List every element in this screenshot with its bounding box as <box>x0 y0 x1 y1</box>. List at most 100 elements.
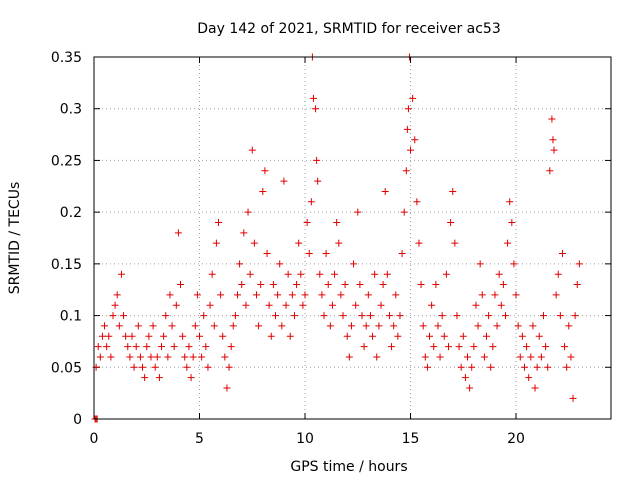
x-tick-label: 15 <box>402 431 420 447</box>
data-point <box>381 187 389 195</box>
data-point <box>501 312 509 320</box>
y-axis-title: SRMTID / TECUs <box>7 182 23 295</box>
data-point <box>571 312 579 320</box>
data-point <box>523 343 531 351</box>
data-point <box>398 250 406 258</box>
data-point <box>434 322 442 330</box>
data-point <box>219 332 227 340</box>
data-point <box>198 353 206 361</box>
y-tick-label: 0.15 <box>51 257 82 273</box>
data-point <box>419 322 427 330</box>
data-point <box>255 322 263 330</box>
data-point <box>166 291 174 299</box>
data-point <box>113 291 121 299</box>
data-point <box>276 260 284 268</box>
data-point <box>407 146 415 154</box>
data-point <box>282 301 290 309</box>
data-point <box>485 312 493 320</box>
data-point <box>497 301 505 309</box>
data-point <box>388 343 396 351</box>
data-point <box>548 115 556 123</box>
data-point <box>248 146 256 154</box>
data-point <box>411 136 419 144</box>
data-point <box>134 322 142 330</box>
data-point <box>130 363 138 371</box>
data-point <box>369 332 377 340</box>
data-point <box>563 363 571 371</box>
data-point <box>404 105 412 113</box>
data-point <box>466 384 474 392</box>
data-point <box>225 363 233 371</box>
data-point <box>472 301 480 309</box>
data-point <box>447 218 455 226</box>
data-point <box>179 332 187 340</box>
data-point <box>377 301 385 309</box>
data-point <box>390 322 398 330</box>
data-point <box>364 291 372 299</box>
data-point <box>394 332 402 340</box>
data-point <box>250 239 258 247</box>
data-point <box>569 394 577 402</box>
data-point <box>107 353 115 361</box>
data-point <box>453 312 461 320</box>
data-point <box>493 322 501 330</box>
data-point <box>352 301 360 309</box>
data-point <box>122 332 130 340</box>
data-point <box>478 291 486 299</box>
data-point <box>476 260 484 268</box>
data-point <box>474 322 482 330</box>
data-point <box>215 218 223 226</box>
data-point <box>438 312 446 320</box>
data-point <box>98 332 106 340</box>
data-point <box>333 218 341 226</box>
data-point <box>303 218 311 226</box>
data-point <box>373 353 381 361</box>
data-point <box>117 270 125 278</box>
data-point <box>400 208 408 216</box>
data-point <box>124 343 132 351</box>
data-point <box>177 281 185 289</box>
data-point <box>531 384 539 392</box>
data-point <box>350 260 358 268</box>
data-point <box>379 281 387 289</box>
data-point <box>487 363 495 371</box>
data-point <box>295 239 303 247</box>
plot-frame <box>93 56 612 420</box>
data-point <box>326 322 334 330</box>
data-point <box>565 322 573 330</box>
data-point <box>227 343 235 351</box>
data-point <box>189 353 197 361</box>
data-point <box>413 198 421 206</box>
data-point <box>499 281 507 289</box>
data-point <box>314 177 322 185</box>
data-point <box>508 218 516 226</box>
data-point <box>153 353 161 361</box>
data-point <box>183 363 191 371</box>
data-point <box>440 332 448 340</box>
data-point <box>158 343 166 351</box>
data-point <box>518 332 526 340</box>
data-point <box>151 363 159 371</box>
data-point <box>96 353 104 361</box>
x-axis-title: GPS time / hours <box>290 459 407 475</box>
data-point <box>280 177 288 185</box>
data-point <box>464 353 472 361</box>
data-point <box>172 301 180 309</box>
data-point <box>267 332 275 340</box>
data-point <box>229 322 237 330</box>
data-point <box>196 332 204 340</box>
data-point <box>366 312 374 320</box>
data-point <box>375 322 383 330</box>
axis-ticks <box>93 56 611 420</box>
data-point <box>191 322 199 330</box>
data-point <box>187 374 195 382</box>
data-point <box>164 353 172 361</box>
data-point <box>170 343 178 351</box>
data-point <box>168 322 176 330</box>
data-point <box>442 270 450 278</box>
data-point <box>510 260 518 268</box>
data-point <box>290 312 298 320</box>
data-point <box>546 167 554 175</box>
data-point <box>335 239 343 247</box>
x-tick-labels: 0 5 10 15 20 <box>90 431 525 447</box>
